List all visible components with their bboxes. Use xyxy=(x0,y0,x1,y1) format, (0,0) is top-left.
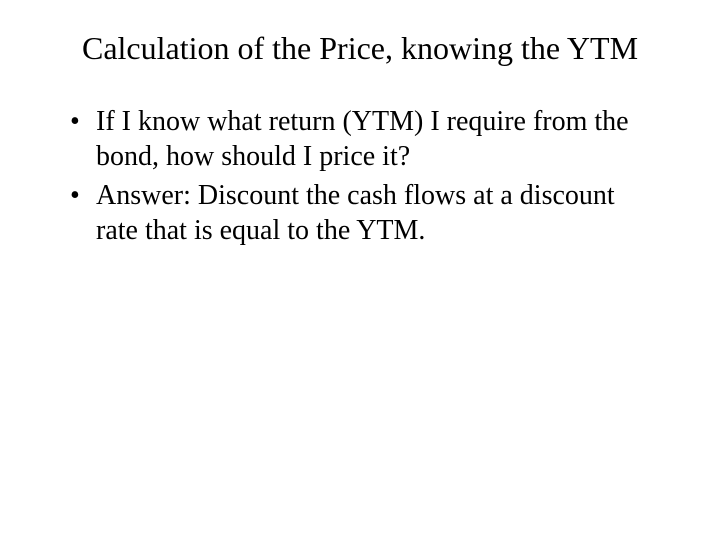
bullet-list: If I know what return (YTM) I require fr… xyxy=(60,104,660,248)
slide-title: Calculation of the Price, knowing the YT… xyxy=(60,28,660,68)
bullet-text: If I know what return (YTM) I require fr… xyxy=(96,106,629,172)
bullet-text: Answer: Discount the cash flows at a dis… xyxy=(96,180,615,246)
list-item: Answer: Discount the cash flows at a dis… xyxy=(68,178,660,248)
list-item: If I know what return (YTM) I require fr… xyxy=(68,104,660,174)
